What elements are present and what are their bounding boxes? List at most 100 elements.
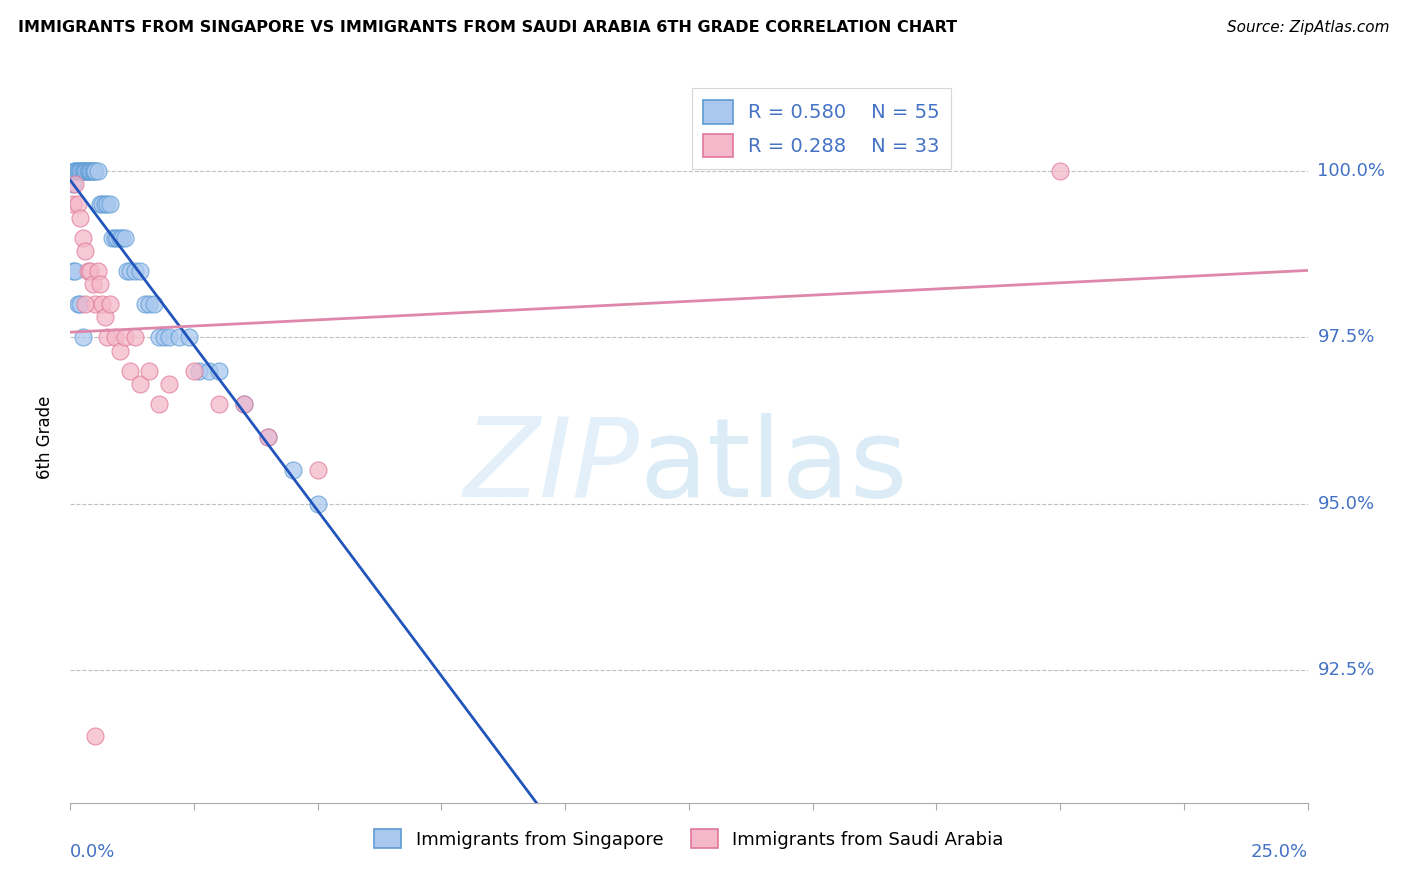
Point [281,463,304,477]
Point [257,430,280,444]
Point [188,363,211,377]
Point [72,230,94,244]
Point [208,397,231,411]
Point [79,164,101,178]
Text: Source: ZipAtlas.com: Source: ZipAtlas.com [1226,20,1389,35]
Text: ZIP: ZIP [464,413,640,520]
Point [94,197,117,211]
Point [157,330,180,344]
Point [124,264,146,278]
Point [98,297,121,311]
Point [124,330,146,344]
Point [62,197,84,211]
Point [66,164,89,178]
Point [105,230,128,244]
Point [79,264,101,278]
Point [114,230,136,244]
Point [72,164,94,178]
Point [70,164,93,178]
Point [96,330,118,344]
Text: IMMIGRANTS FROM SINGAPORE VS IMMIGRANTS FROM SAUDI ARABIA 6TH GRADE CORRELATION : IMMIGRANTS FROM SINGAPORE VS IMMIGRANTS … [18,20,957,35]
Point [91,197,114,211]
Text: 97.5%: 97.5% [1317,328,1375,346]
Point [75,244,97,258]
Point [76,264,98,278]
Point [153,330,176,344]
Point [69,164,91,178]
Point [65,164,87,178]
Point [118,264,141,278]
Point [75,164,97,178]
Point [232,397,254,411]
Point [62,264,84,278]
Point [72,330,94,344]
Point [134,297,156,311]
Point [108,343,131,358]
Point [84,164,107,178]
Text: 100.0%: 100.0% [1317,162,1385,180]
Point [82,164,104,178]
Y-axis label: 6th Grade: 6th Grade [35,395,53,479]
Point [108,230,131,244]
Point [198,363,221,377]
Point [98,197,121,211]
Point [183,363,205,377]
Point [138,363,160,377]
Point [73,164,96,178]
Point [65,264,87,278]
Point [89,277,111,292]
Point [94,310,117,325]
Point [76,164,98,178]
Point [177,330,200,344]
Point [83,164,105,178]
Text: 95.0%: 95.0% [1317,494,1375,513]
Point [148,330,170,344]
Point [65,164,87,178]
Point [86,264,108,278]
Point [65,178,87,192]
Point [63,164,86,178]
Point [114,330,136,344]
Point [128,376,150,391]
Point [69,211,91,225]
Point [62,178,84,192]
Point [91,297,114,311]
Point [80,164,103,178]
Point [84,729,107,743]
Point [115,264,138,278]
Text: 92.5%: 92.5% [1317,661,1375,679]
Point [307,463,329,477]
Legend: Immigrants from Singapore, Immigrants from Saudi Arabia: Immigrants from Singapore, Immigrants fr… [367,822,1011,856]
Point [86,164,108,178]
Point [138,297,160,311]
Point [104,330,127,344]
Point [143,297,166,311]
Text: 0.0%: 0.0% [70,843,115,861]
Point [96,197,118,211]
Point [75,164,97,178]
Point [75,297,97,311]
Point [84,297,107,311]
Text: 25.0%: 25.0% [1250,843,1308,861]
Point [101,230,124,244]
Point [77,164,100,178]
Point [89,197,111,211]
Point [67,164,90,178]
Point [307,497,329,511]
Point [232,397,254,411]
Point [111,230,134,244]
Text: atlas: atlas [640,413,908,520]
Point [167,330,190,344]
Point [82,277,104,292]
Point [1049,164,1071,178]
Point [148,397,170,411]
Point [257,430,280,444]
Point [66,297,89,311]
Point [128,264,150,278]
Point [66,197,89,211]
Point [157,376,180,391]
Point [69,297,91,311]
Point [208,363,231,377]
Point [118,363,141,377]
Point [104,230,127,244]
